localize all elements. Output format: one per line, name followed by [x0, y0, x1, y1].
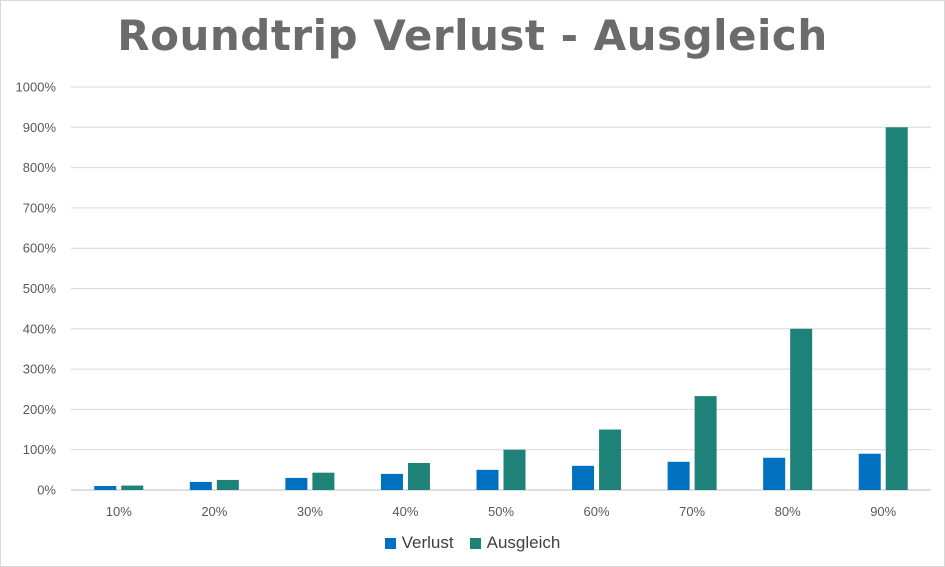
bar-verlust-5 [476, 469, 499, 490]
legend-swatch-ausgleich [469, 537, 481, 549]
bar-verlust-4 [380, 473, 403, 490]
x-tick-label: 70% [679, 504, 705, 519]
chart-legend: Verlust Ausgleich [1, 533, 944, 553]
bar-ausgleich-1 [121, 485, 144, 490]
x-tick-label: 30% [297, 504, 323, 519]
y-tick-label: 200% [23, 402, 57, 417]
y-tick-label: 400% [23, 321, 57, 336]
y-tick-label: 0% [37, 483, 56, 498]
x-tick-label: 90% [870, 504, 896, 519]
bar-ausgleich-8 [790, 328, 813, 490]
x-tick-label: 50% [488, 504, 514, 519]
y-tick-label: 1000% [16, 80, 57, 95]
y-tick-label: 800% [23, 160, 57, 175]
bar-verlust-2 [189, 481, 212, 490]
x-tick-label: 20% [201, 504, 227, 519]
bar-ausgleich-9 [885, 127, 908, 491]
y-tick-label: 300% [23, 362, 57, 377]
bar-ausgleich-3 [312, 472, 335, 490]
bar-verlust-8 [763, 457, 786, 490]
legend-item-ausgleich: Ausgleich [469, 533, 561, 553]
bar-verlust-3 [285, 477, 308, 490]
bar-ausgleich-2 [216, 479, 239, 490]
y-tick-label: 100% [23, 442, 57, 457]
bar-ausgleich-7 [694, 396, 717, 490]
bar-verlust-9 [858, 453, 881, 490]
y-tick-label: 700% [23, 200, 57, 215]
bar-ausgleich-5 [503, 449, 526, 490]
chart-title: Roundtrip Verlust - Ausgleich [117, 11, 828, 60]
legend-swatch-verlust [384, 537, 396, 549]
y-tick-label: 900% [23, 120, 57, 135]
bar-verlust-6 [572, 465, 595, 490]
legend-label-verlust: Verlust [401, 533, 454, 552]
bar-ausgleich-4 [407, 462, 430, 490]
legend-label-ausgleich: Ausgleich [486, 533, 561, 552]
x-tick-label: 60% [584, 504, 610, 519]
x-tick-label: 10% [106, 504, 132, 519]
bar-verlust-7 [667, 461, 690, 490]
bar-ausgleich-6 [599, 429, 622, 490]
bar-verlust-1 [94, 485, 117, 490]
x-tick-label: 80% [775, 504, 801, 519]
x-tick-label: 40% [392, 504, 418, 519]
legend-item-verlust: Verlust [384, 533, 454, 553]
y-tick-label: 500% [23, 281, 57, 296]
y-tick-label: 600% [23, 241, 57, 256]
